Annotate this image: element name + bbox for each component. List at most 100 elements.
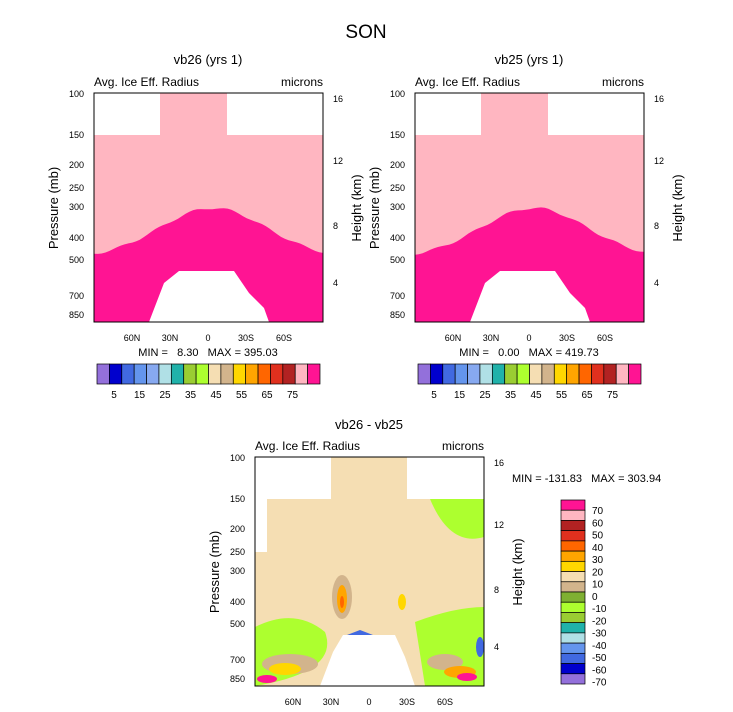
y-axis-left: 100 150 200 250 300 400 500 700 850 Pres… <box>207 453 245 684</box>
colorbar-box <box>220 363 234 385</box>
contour-band <box>457 673 477 681</box>
colorbar-label: 70 <box>592 506 604 517</box>
colorbar-box <box>560 632 586 644</box>
y-tick-label: 700 <box>390 291 405 301</box>
contour-band <box>269 663 301 675</box>
x-tick-label: 60N <box>124 333 141 343</box>
colorbar: 5 15 25 35 45 55 65 75 <box>417 363 642 401</box>
y-tick-label: 250 <box>230 547 245 557</box>
y-tick-label: 850 <box>230 674 245 684</box>
y-tick-label: 400 <box>230 597 245 607</box>
height-tick-label: 8 <box>494 585 499 595</box>
y-tick-label: 400 <box>69 233 84 243</box>
height-tick-label: 8 <box>333 221 338 231</box>
colorbar-box <box>442 363 456 385</box>
colorbar-label: 5 <box>431 390 437 401</box>
colorbar-box <box>232 363 247 385</box>
colorbar-box <box>560 642 586 654</box>
colorbar-label: 20 <box>592 567 604 578</box>
x-tick-label: 30S <box>238 333 254 343</box>
colorbar-box <box>504 363 518 385</box>
colorbar-label: -50 <box>592 653 607 664</box>
units-label: microns <box>602 75 644 89</box>
colorbar-box <box>479 363 493 385</box>
variable-label: Avg. Ice Eff. Radius <box>94 75 199 89</box>
colorbar-label: 15 <box>134 390 146 401</box>
colorbar-label: 25 <box>479 390 491 401</box>
colorbar-label: 60 <box>592 518 604 529</box>
colorbar-label: 45 <box>530 390 542 401</box>
y-tick-label: 150 <box>69 130 84 140</box>
colorbar-label: 0 <box>592 592 598 603</box>
colorbar-label: 35 <box>505 390 517 401</box>
colorbar-box <box>560 663 586 675</box>
y-tick-label: 250 <box>390 183 405 193</box>
height-tick-label: 8 <box>654 221 659 231</box>
y-tick-label: 150 <box>390 130 405 140</box>
colorbar-label: 15 <box>454 390 466 401</box>
contour-field <box>94 93 323 322</box>
colorbar-label: -40 <box>592 641 607 652</box>
colorbar-label: 45 <box>210 390 222 401</box>
y-tick-label: 500 <box>390 255 405 265</box>
colorbar-label: 65 <box>581 390 593 401</box>
missing-data-region <box>320 635 415 686</box>
colorbar-label: -30 <box>592 629 607 640</box>
colorbar-box <box>541 363 555 385</box>
y-tick-label: 500 <box>230 619 245 629</box>
colorbar-box <box>121 363 135 385</box>
plot-frame <box>254 456 485 687</box>
contour-band <box>430 499 484 539</box>
colorbar-label: 75 <box>287 390 299 401</box>
colorbar-box <box>560 560 586 572</box>
x-tick-label: 60N <box>285 697 302 707</box>
missing-data-region <box>255 457 331 499</box>
colorbar-box <box>560 673 586 685</box>
colorbar-box <box>208 363 222 385</box>
colorbar-box <box>282 363 296 385</box>
y-axis-right-label: Height (km) <box>349 174 364 241</box>
colorbar-label: 10 <box>592 580 604 591</box>
y-tick-label: 300 <box>390 202 405 212</box>
colorbar-label: 5 <box>111 390 117 401</box>
colorbar: 5 15 25 35 45 55 65 75 <box>96 363 321 401</box>
colorbar-box <box>170 363 185 385</box>
y-tick-label: 200 <box>230 524 245 534</box>
missing-data-region <box>470 271 590 322</box>
variable-label: Avg. Ice Eff. Radius <box>415 75 520 89</box>
colorbar-box <box>560 581 586 593</box>
panel-title: vb26 (yrs 1) <box>174 52 243 67</box>
colorbar-label: 55 <box>556 390 568 401</box>
colorbar-box <box>307 363 321 385</box>
y-axis-label: Pressure (mb) <box>367 167 382 249</box>
panel-title: vb26 - vb25 <box>335 417 403 432</box>
colorbar-box <box>430 363 444 385</box>
colorbar-label: 40 <box>592 543 604 554</box>
x-axis: 60N 30N 0 30S 60S <box>285 697 453 707</box>
variable-label: Avg. Ice Eff. Radius <box>255 439 360 453</box>
colorbar-label: -20 <box>592 616 607 627</box>
panel-title: vb25 (yrs 1) <box>495 52 564 67</box>
x-tick-label: 60S <box>276 333 292 343</box>
colorbar-box <box>417 363 431 385</box>
x-tick-label: 30N <box>323 697 340 707</box>
contour-band <box>427 654 463 670</box>
colorbar-box <box>560 520 586 532</box>
y-tick-label: 700 <box>230 655 245 665</box>
colorbar-box <box>560 499 586 511</box>
colorbar-box <box>578 363 592 385</box>
colorbar-box <box>294 363 308 385</box>
colorbar-box <box>615 363 629 385</box>
figure-title: SON <box>345 22 386 43</box>
colorbar-box <box>560 652 586 664</box>
colorbar-box <box>158 363 172 385</box>
colorbar-box <box>566 363 580 385</box>
contour-field <box>415 93 644 322</box>
contour-field <box>255 457 484 686</box>
colorbar-label: 35 <box>185 390 197 401</box>
colorbar-box <box>560 571 586 583</box>
colorbar-box <box>146 363 160 385</box>
colorbar-label: -60 <box>592 665 607 676</box>
colorbar-box <box>628 363 642 385</box>
